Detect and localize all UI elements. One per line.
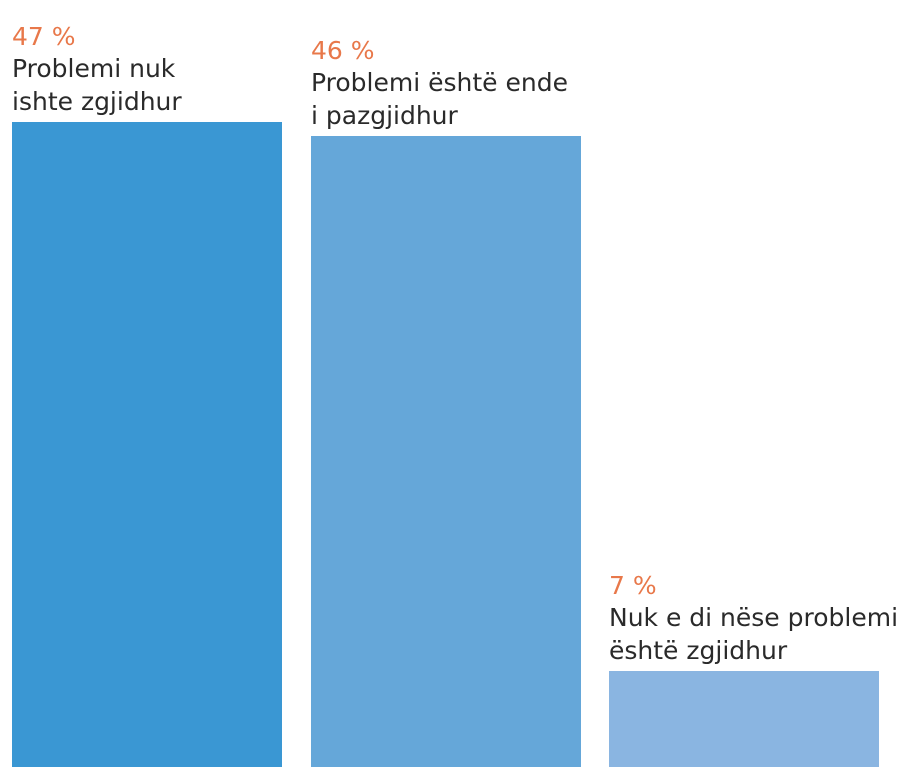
category-label-2-line-2: i pazgjidhur xyxy=(311,101,458,130)
category-label-3-line-2: është zgjidhur xyxy=(609,636,788,665)
bar-2 xyxy=(311,136,581,767)
bar-3 xyxy=(609,671,879,767)
value-label-3: 7 % xyxy=(609,571,657,600)
category-label-1-line-2: ishte zgjidhur xyxy=(12,87,182,116)
category-label-3-line-1: Nuk e di nëse problemi xyxy=(609,603,899,632)
category-label-2-line-1: Problemi është ende xyxy=(311,68,568,97)
bar-1 xyxy=(12,122,282,767)
category-label-1-line-1: Problemi nuk xyxy=(12,54,176,83)
value-label-2: 46 % xyxy=(311,36,375,65)
value-label-1: 47 % xyxy=(12,22,76,51)
